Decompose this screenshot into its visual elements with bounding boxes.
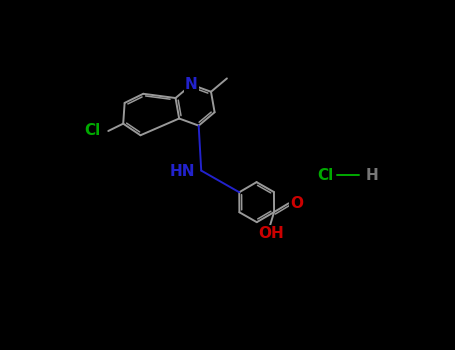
Text: OH: OH	[259, 226, 284, 241]
Text: H: H	[365, 168, 378, 183]
Text: HN: HN	[170, 164, 195, 179]
Text: Cl: Cl	[318, 168, 334, 183]
Text: Cl: Cl	[84, 124, 101, 139]
Text: N: N	[185, 77, 198, 92]
Text: O: O	[290, 196, 303, 211]
